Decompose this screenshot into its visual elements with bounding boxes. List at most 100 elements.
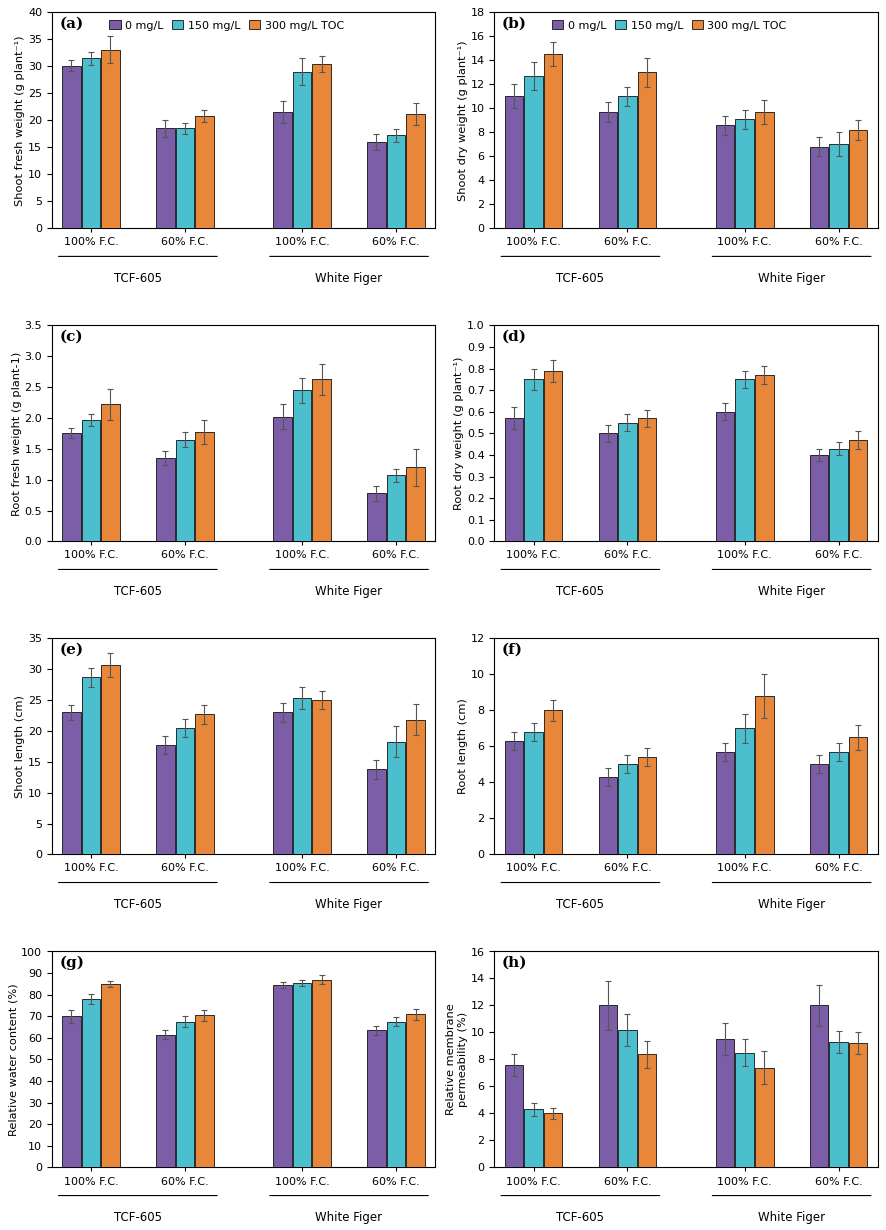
Bar [638,758,657,855]
Bar [755,1068,773,1167]
Bar [273,112,291,229]
Bar [293,699,311,855]
Bar [273,985,291,1167]
Bar [829,1042,848,1167]
Bar [755,375,773,541]
Bar [618,1030,637,1167]
Bar [175,128,194,229]
Bar [367,769,385,855]
Y-axis label: Root dry weight (g plant⁻¹): Root dry weight (g plant⁻¹) [455,357,464,510]
Bar [313,64,331,229]
Bar [638,1054,657,1167]
Text: TCF-605: TCF-605 [556,272,604,284]
Bar [101,984,120,1167]
Bar [599,433,618,541]
Bar [82,999,100,1167]
Bar [82,678,100,855]
Text: TCF-605: TCF-605 [114,898,162,910]
Bar [386,1022,405,1167]
Text: White Figer: White Figer [315,584,383,598]
Bar [829,752,848,855]
Bar [407,114,424,229]
Bar [544,54,563,229]
Bar [618,423,637,541]
Bar [386,742,405,855]
Bar [407,467,424,541]
Bar [525,1109,543,1167]
Bar [273,712,291,855]
Text: (e): (e) [59,643,83,657]
Bar [849,1043,867,1167]
Bar [101,49,120,229]
Y-axis label: Shoot dry weight (g plant⁻¹): Shoot dry weight (g plant⁻¹) [458,41,468,200]
Bar [525,732,543,855]
Bar [82,58,100,229]
Bar [810,1005,828,1167]
Bar [407,1015,424,1167]
Text: (h): (h) [502,956,527,969]
Text: White Figer: White Figer [758,898,825,910]
Bar [599,777,618,855]
Text: TCF-605: TCF-605 [556,584,604,598]
Bar [156,458,175,541]
Legend: 0 mg/L, 150 mg/L, 300 mg/L TOC: 0 mg/L, 150 mg/L, 300 mg/L TOC [550,18,789,33]
Bar [82,419,100,541]
Bar [849,130,867,229]
Y-axis label: Shoot fresh weight (g plant⁻¹): Shoot fresh weight (g plant⁻¹) [15,36,25,205]
Bar [735,379,754,541]
Bar [293,390,311,541]
Bar [175,728,194,855]
Y-axis label: Root length (cm): Root length (cm) [458,699,468,795]
Y-axis label: Relative water content (%): Relative water content (%) [8,983,19,1135]
Bar [829,144,848,229]
Text: (d): (d) [502,330,527,343]
Bar [386,475,405,541]
Bar [716,1039,734,1167]
Bar [810,455,828,541]
Bar [544,370,563,541]
Bar [618,764,637,855]
Bar [175,439,194,541]
Bar [505,1065,524,1167]
Bar [849,440,867,541]
Text: White Figer: White Figer [315,272,383,284]
Text: (f): (f) [502,643,523,657]
Text: (c): (c) [59,330,83,343]
Bar [313,379,331,541]
Bar [638,73,657,229]
Bar [544,711,563,855]
Text: TCF-605: TCF-605 [556,898,604,910]
Bar [735,1053,754,1167]
Bar [735,119,754,229]
Text: (a): (a) [59,17,84,31]
Bar [156,128,175,229]
Bar [195,432,214,541]
Bar [735,728,754,855]
Bar [810,146,828,229]
Bar [313,979,331,1167]
Bar [755,112,773,229]
Bar [505,740,524,855]
Bar [618,96,637,229]
Legend: 0 mg/L, 150 mg/L, 300 mg/L TOC: 0 mg/L, 150 mg/L, 300 mg/L TOC [107,18,346,33]
Bar [195,116,214,229]
Bar [101,405,120,541]
Bar [175,1022,194,1167]
Bar [505,418,524,541]
Text: White Figer: White Figer [758,272,825,284]
Bar [313,700,331,855]
Bar [62,433,81,541]
Bar [62,65,81,229]
Bar [156,1034,175,1167]
Text: White Figer: White Figer [315,898,383,910]
Text: White Figer: White Figer [758,1210,825,1224]
Y-axis label: Root fresh weight (g plant-1): Root fresh weight (g plant-1) [12,352,21,515]
Bar [829,449,848,541]
Bar [810,764,828,855]
Bar [505,96,524,229]
Bar [599,112,618,229]
Text: White Figer: White Figer [315,1210,383,1224]
Bar [293,983,311,1167]
Bar [62,1016,81,1167]
Text: TCF-605: TCF-605 [114,1210,162,1224]
